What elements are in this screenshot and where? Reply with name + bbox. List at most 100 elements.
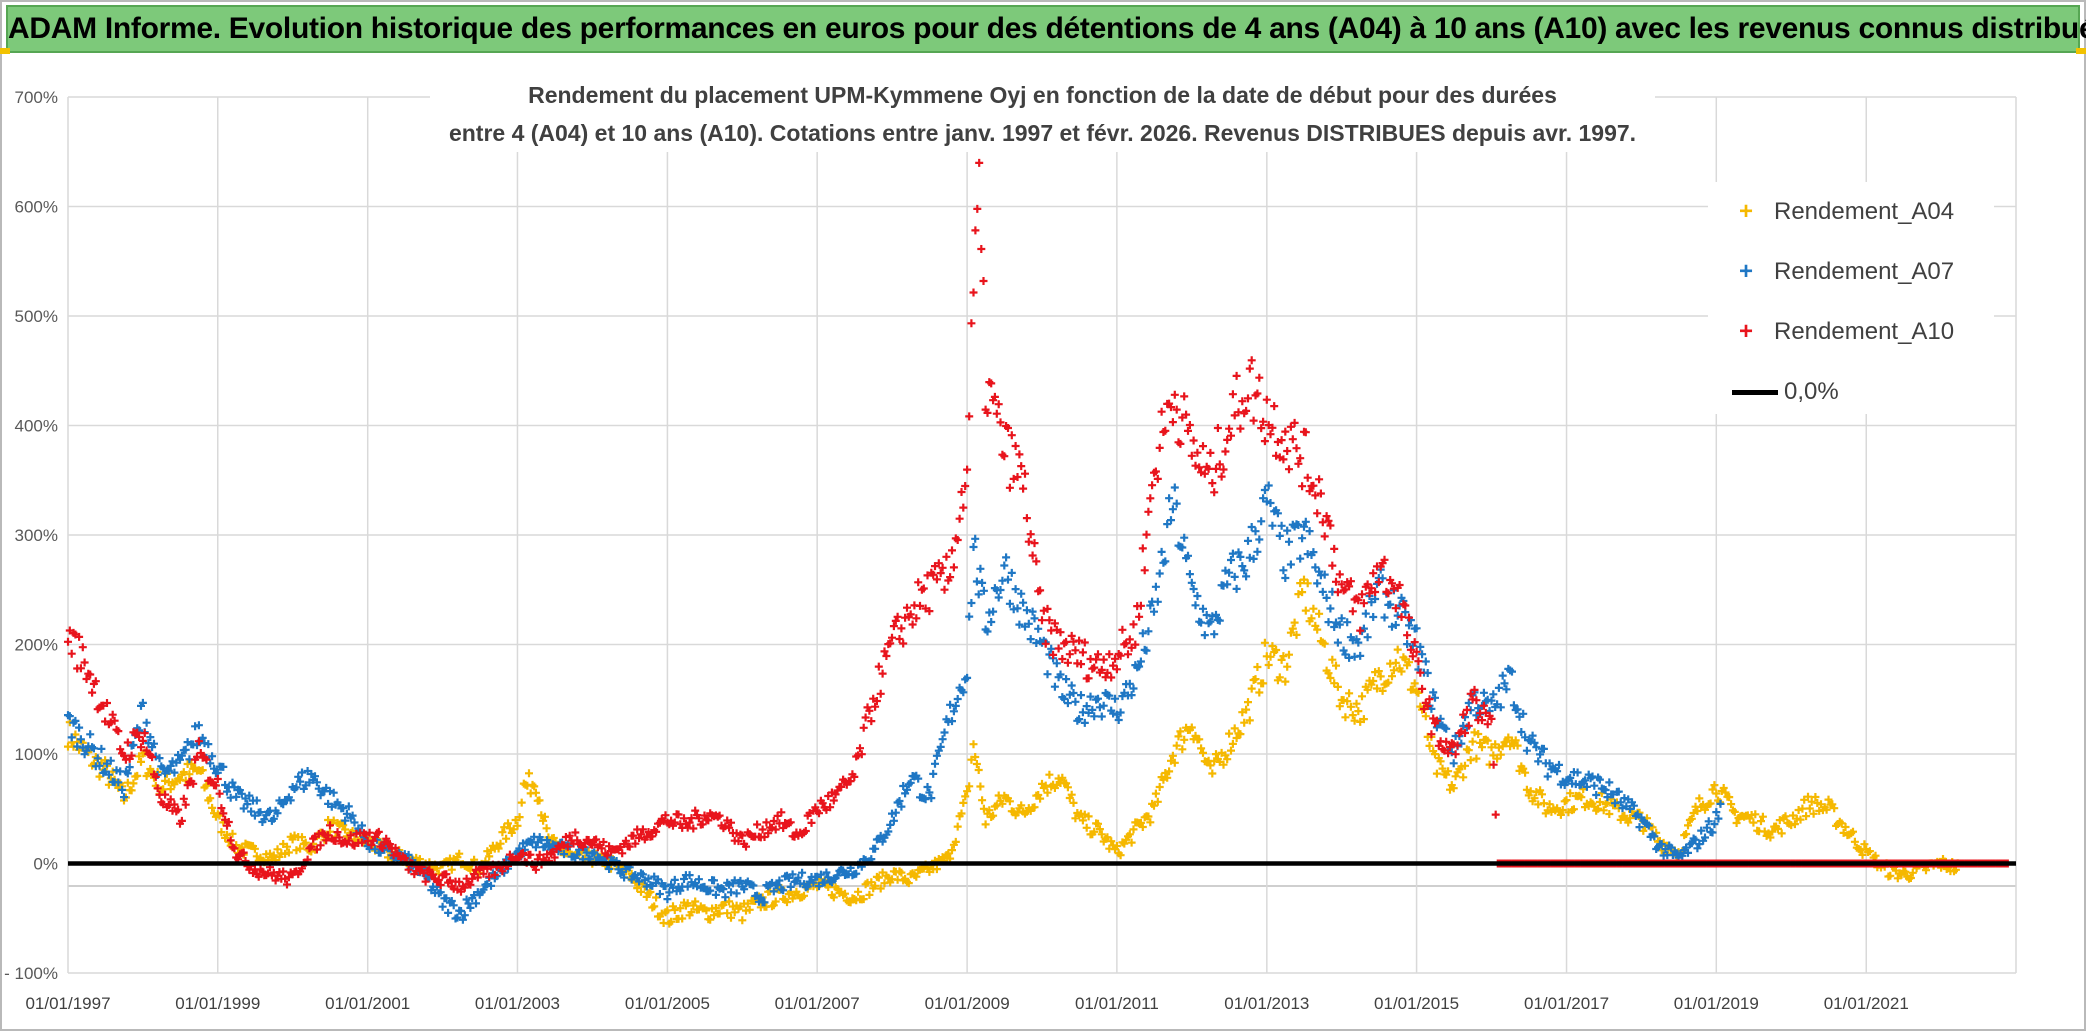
data-point [1380,613,1389,622]
data-point [1279,566,1288,575]
data-point [279,867,288,876]
data-point [736,876,745,885]
data-point [466,880,475,889]
data-point [1418,650,1427,659]
data-point [857,750,866,759]
data-point [1260,486,1269,494]
data-point [1513,705,1522,714]
data-point [903,603,911,612]
data-point [531,843,540,852]
data-point [1015,450,1024,459]
data-point [1710,820,1719,829]
data-point [1922,866,1930,875]
data-point [271,876,280,885]
data-point [972,577,981,586]
data-point [1522,746,1531,755]
x-tick-label: 01/01/2017 [1524,994,1609,1013]
data-point [434,876,443,884]
data-point [1045,770,1054,779]
data-point [1253,663,1262,671]
data-point [916,601,924,610]
data-point [801,827,810,835]
data-point [929,769,938,778]
data-point [1301,517,1310,526]
data-point [1298,482,1307,491]
data-point [826,803,835,812]
data-point [168,757,177,766]
data-point [1301,428,1310,437]
data-point [1056,670,1065,679]
data-point [1184,426,1192,435]
data-point [1170,390,1179,399]
data-point [981,820,990,829]
data-point [485,852,494,861]
data-point [1232,734,1241,742]
data-point [1599,806,1608,815]
data-point [989,607,998,616]
data-point [1212,464,1220,473]
data-point [1758,812,1767,821]
data-point [1324,618,1333,627]
data-point [1178,745,1187,754]
data-point [78,643,87,652]
data-point [104,770,113,779]
data-point [955,514,964,523]
data-point [809,878,818,887]
data-point [1333,638,1342,647]
data-point [1255,688,1264,697]
data-point [788,870,797,879]
data-point [1423,669,1432,677]
data-point [1766,833,1775,842]
data-point [1333,682,1342,691]
data-point [1358,590,1366,599]
data-point [1509,701,1518,710]
data-point [1144,812,1153,821]
data-point [965,412,974,421]
data-point [771,897,780,906]
data-point [1148,481,1157,490]
data-point [1687,814,1696,823]
data-point [861,713,870,722]
data-point [80,658,89,667]
data-point [871,702,880,711]
data-point [621,836,630,845]
banner: ADAM Informe. Evolution historique des p… [6,5,2086,53]
data-point [458,915,467,924]
data-point [1067,681,1076,690]
data-point [1146,494,1155,503]
data-point [1449,759,1458,768]
data-point [1176,727,1185,736]
data-point [871,844,880,853]
data-point [1062,637,1071,646]
data-point [1251,675,1260,684]
data-point [1281,574,1290,582]
data-point [447,865,456,874]
y-tick-label: 400% [15,417,58,436]
data-point [1545,800,1554,809]
data-point [1432,716,1441,725]
data-point [957,488,966,496]
data-point [1142,530,1151,539]
data-point [1451,750,1460,759]
data-point [312,778,321,787]
data-point [742,842,750,851]
data-point [1757,817,1765,826]
data-point [123,769,132,778]
data-point [1601,786,1610,794]
data-point [1301,606,1310,615]
data-point [1393,645,1402,654]
data-point [1860,840,1869,849]
legend-line-zero [1732,390,1778,395]
data-point [1168,418,1177,427]
data-point [919,584,928,593]
data-point [223,787,231,796]
data-point [654,875,662,884]
data-point [756,893,765,902]
data-point [948,546,956,555]
data-point [723,909,732,918]
data-point [1054,644,1063,653]
data-point [1528,731,1537,740]
data-point [936,742,945,751]
data-point [341,816,350,825]
